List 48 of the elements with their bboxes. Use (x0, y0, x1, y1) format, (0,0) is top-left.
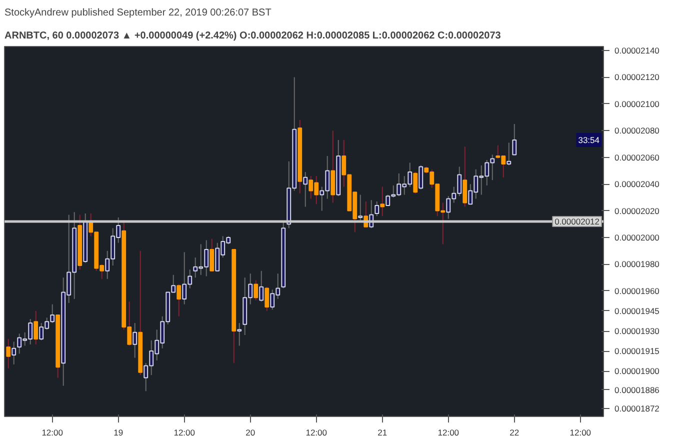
ref-line-label: 0.00002012 (554, 216, 600, 226)
chart-subtitle: ARNBTC, 60 0.00002073 ▲ +0.00000049 (+2.42%) O:0.00002062 H:0.00002085 L:0.00002062 C:0.00002073 (4, 30, 502, 42)
y-tick-label: 0.00002100 (614, 98, 660, 109)
candlestick (374, 200, 380, 217)
y-tick-label: 0.00002040 (614, 179, 660, 190)
candlestick (512, 123, 517, 156)
candlestick (34, 310, 38, 345)
x-tick-label: 12:00 (570, 428, 592, 438)
y-tick-label: 0.00002060 (614, 152, 660, 162)
candlestick (264, 286, 270, 312)
y-tick-label: 0.00002140 (614, 46, 660, 56)
x-tick-label: 20 (246, 428, 256, 438)
x-tick-label: 19 (114, 428, 124, 438)
candlestick (259, 270, 264, 302)
chart-title: StockyAndrew published September 22, 2019 00:26:07 BST (4, 8, 272, 18)
candlestick (418, 164, 424, 190)
y-tick-label: 0.00001980 (614, 259, 660, 270)
y-tick-label: 0.00002000 (614, 232, 660, 243)
y-tick-label: 0.00001900 (614, 366, 660, 376)
candlestick (237, 322, 242, 346)
candlestick (176, 284, 182, 317)
x-tick-label: 12:00 (438, 428, 460, 438)
y-tick-label: 0.00002120 (614, 72, 660, 82)
candlestick (380, 186, 385, 217)
candlestick (462, 146, 468, 208)
candlestick (6, 338, 11, 369)
y-tick-label: 0.00002020 (614, 206, 660, 216)
y-tick-label: 0.00001960 (614, 286, 660, 296)
x-tick-label: 12:00 (42, 428, 64, 438)
candlestick (210, 238, 214, 272)
y-tick-label: 0.00001872 (614, 403, 660, 414)
y-tick-label: 0.00001945 (614, 306, 660, 316)
x-tick-label: 12:00 (174, 428, 196, 438)
candlestick (254, 280, 258, 301)
candlestick (358, 194, 363, 221)
candlestick (413, 172, 418, 194)
candlestick (303, 172, 308, 208)
y-tick-label: 0.00001915 (614, 346, 660, 356)
x-tick-label: 22 (510, 428, 520, 438)
candlestick (506, 142, 512, 166)
x-tick-label: 12:00 (306, 428, 328, 438)
x-tick-label: 21 (378, 428, 388, 438)
candlestick (12, 341, 16, 365)
y-tick-label: 0.00001886 (614, 384, 660, 395)
candlestick (132, 322, 138, 358)
annotation: 33:54 (578, 135, 600, 145)
y-tick-label: 0.00001930 (614, 326, 660, 336)
y-tick-label: 0.00002080 (614, 126, 660, 136)
